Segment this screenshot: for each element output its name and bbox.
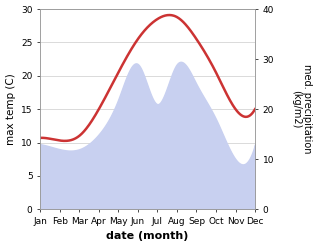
Y-axis label: med. precipitation
(kg/m2): med. precipitation (kg/m2)	[291, 64, 313, 154]
Y-axis label: max temp (C): max temp (C)	[5, 73, 16, 145]
X-axis label: date (month): date (month)	[107, 231, 189, 242]
